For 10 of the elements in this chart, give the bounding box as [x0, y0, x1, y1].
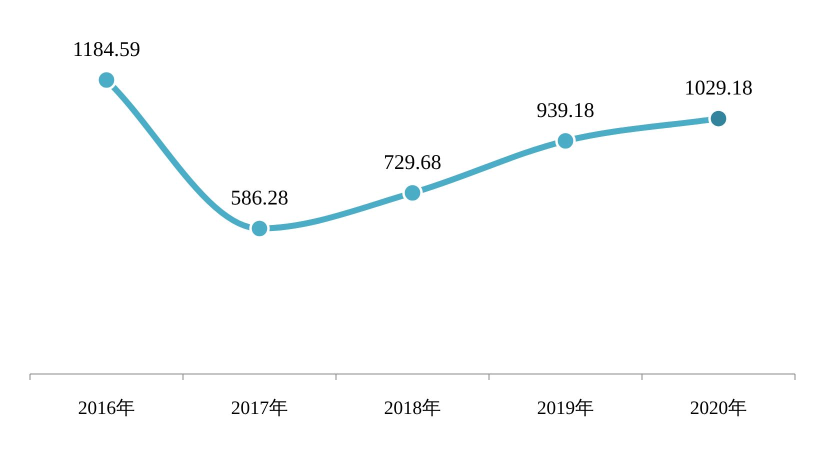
data-label: 729.68 — [384, 150, 442, 174]
x-tick-label: 2019年 — [537, 398, 594, 419]
data-label: 1184.59 — [72, 37, 140, 61]
data-label: 586.28 — [230, 185, 288, 210]
x-tick-label: 2018年 — [384, 398, 441, 419]
data-label: 939.18 — [536, 98, 594, 122]
x-tick-label: 2020年 — [690, 398, 747, 419]
x-tick-label: 2017年 — [231, 398, 288, 419]
x-tick-label: 2016年 — [78, 398, 135, 419]
data-label: 1029.18 — [684, 76, 753, 100]
